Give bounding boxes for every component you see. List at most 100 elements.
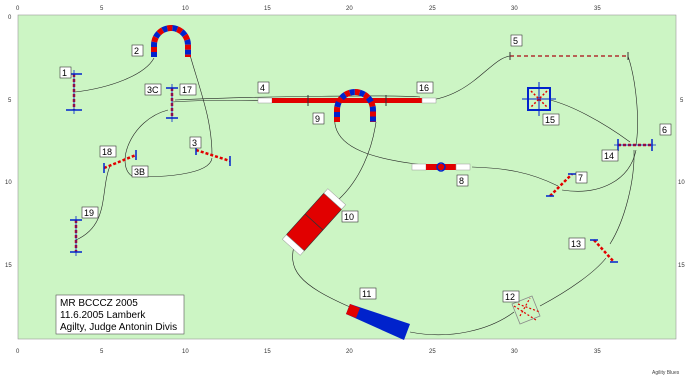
tick-top-25: 25 xyxy=(429,6,436,12)
svg-text:3: 3 xyxy=(192,138,197,148)
label-17: 17 xyxy=(179,83,197,96)
obstacle-9-arch xyxy=(334,89,376,122)
obstacle-19-hurdle xyxy=(70,216,82,256)
info-line-1: MR BCCCZ 2005 xyxy=(60,298,138,309)
tick-top-0: 0 xyxy=(16,6,20,12)
label-2: 2 xyxy=(131,44,144,57)
dog-path xyxy=(74,54,638,336)
svg-text:4: 4 xyxy=(260,83,265,93)
label-7: 7 xyxy=(575,171,588,184)
path-9-loop xyxy=(334,114,426,166)
label-9: 9 xyxy=(312,112,325,125)
svg-text:13: 13 xyxy=(571,239,581,249)
svg-text:18: 18 xyxy=(102,147,112,157)
tick-top-30: 30 xyxy=(511,6,518,12)
label-3c: 3C xyxy=(144,83,162,96)
svg-text:16: 16 xyxy=(419,83,429,93)
label-8: 8 xyxy=(456,174,469,187)
obstacle-14-hurdle xyxy=(614,139,656,151)
label-3: 3 xyxy=(189,136,202,149)
obstacle-5-hurdle xyxy=(509,52,629,60)
svg-text:10: 10 xyxy=(344,212,354,222)
svg-text:11: 11 xyxy=(362,289,371,299)
tick-bottom-10: 10 xyxy=(182,349,189,355)
svg-text:3B: 3B xyxy=(134,167,145,177)
tick-right-10: 10 xyxy=(678,180,685,186)
obstacle-17-hurdle xyxy=(166,84,178,122)
obstacle-13-hurdle xyxy=(590,239,618,263)
tick-left-5: 5 xyxy=(8,98,12,104)
obstacle-4-dogwalk xyxy=(257,95,437,106)
obstacle-12-weave xyxy=(511,295,541,325)
tick-top-10: 10 xyxy=(182,6,189,12)
tick-bottom-25: 25 xyxy=(429,349,436,355)
path-12-13 xyxy=(539,257,607,307)
info-line-2: 11.6.2005 Lamberk xyxy=(60,310,146,321)
svg-text:1: 1 xyxy=(62,68,67,78)
obstacle-15-table xyxy=(522,82,556,116)
path-6-7 xyxy=(561,149,637,192)
tick-bottom-20: 20 xyxy=(346,349,353,355)
label-3b: 3B xyxy=(131,165,149,178)
obstacle-2-arch xyxy=(151,25,191,57)
tick-bottom-5: 5 xyxy=(100,349,104,355)
path-18-19 xyxy=(75,165,111,241)
tick-bottom-15: 15 xyxy=(264,349,271,355)
tick-right-15: 15 xyxy=(678,263,685,269)
tick-top-20: 20 xyxy=(346,6,353,12)
label-14: 14 xyxy=(601,149,619,162)
label-16: 16 xyxy=(416,81,434,94)
svg-text:14: 14 xyxy=(604,151,614,161)
svg-text:8: 8 xyxy=(459,176,464,186)
tick-right-5: 5 xyxy=(680,98,684,104)
axis-right: 5 10 15 xyxy=(678,98,685,269)
tick-left-15: 15 xyxy=(5,263,12,269)
label-1: 1 xyxy=(59,66,72,79)
obstacle-18-hurdle xyxy=(103,150,137,173)
tick-left-10: 10 xyxy=(5,180,12,186)
tick-bottom-35: 35 xyxy=(594,349,601,355)
axis-top: 0 5 10 15 20 25 30 35 xyxy=(16,6,601,12)
path-1-2 xyxy=(74,57,155,93)
info-line-3: Agilty, Judge Antonin Divis xyxy=(60,322,177,333)
svg-text:5: 5 xyxy=(513,36,518,46)
svg-text:3C: 3C xyxy=(147,85,159,95)
obstacle-7-hurdle xyxy=(546,173,576,197)
axis-left: 0 5 10 15 xyxy=(5,15,12,269)
info-box: MR BCCCZ 2005 11.6.2005 Lamberk Agilty, … xyxy=(55,294,185,335)
svg-text:7: 7 xyxy=(578,173,583,183)
label-10: 10 xyxy=(341,210,359,223)
label-13: 13 xyxy=(568,237,586,250)
obstacle-10-aframe xyxy=(281,188,347,256)
axis-bottom: 0 5 10 15 20 25 30 35 xyxy=(16,349,601,355)
obstacle-8-wall xyxy=(411,162,471,172)
svg-text:2: 2 xyxy=(134,46,139,56)
obstacle-labels: 1 2 3 3C 3B 4 5 6 xyxy=(59,34,672,303)
tick-top-15: 15 xyxy=(264,6,271,12)
svg-text:9: 9 xyxy=(315,114,320,124)
tick-top-35: 35 xyxy=(594,6,601,12)
label-5: 5 xyxy=(510,34,523,47)
label-11: 11 xyxy=(359,287,377,300)
svg-text:17: 17 xyxy=(182,85,192,95)
path-14-15 xyxy=(549,99,631,143)
label-6: 6 xyxy=(659,123,672,136)
label-18: 18 xyxy=(99,145,117,158)
tick-bottom-0: 0 xyxy=(16,349,20,355)
path-13-14 xyxy=(609,149,635,245)
path-5-6 xyxy=(627,55,638,146)
svg-text:12: 12 xyxy=(505,292,515,302)
path-2-3 xyxy=(189,54,213,156)
svg-text:19: 19 xyxy=(84,208,94,218)
footer-credit: Agility Blues xyxy=(652,370,680,376)
path-16-17 xyxy=(174,95,421,101)
path-9-10 xyxy=(337,121,377,201)
label-19: 19 xyxy=(81,206,99,219)
path-11-12 xyxy=(409,311,515,336)
tick-top-5: 5 xyxy=(100,6,104,12)
label-4: 4 xyxy=(257,81,270,94)
tick-bottom-30: 30 xyxy=(511,349,518,355)
svg-text:6: 6 xyxy=(662,125,667,135)
path-3b-3c xyxy=(124,109,169,177)
